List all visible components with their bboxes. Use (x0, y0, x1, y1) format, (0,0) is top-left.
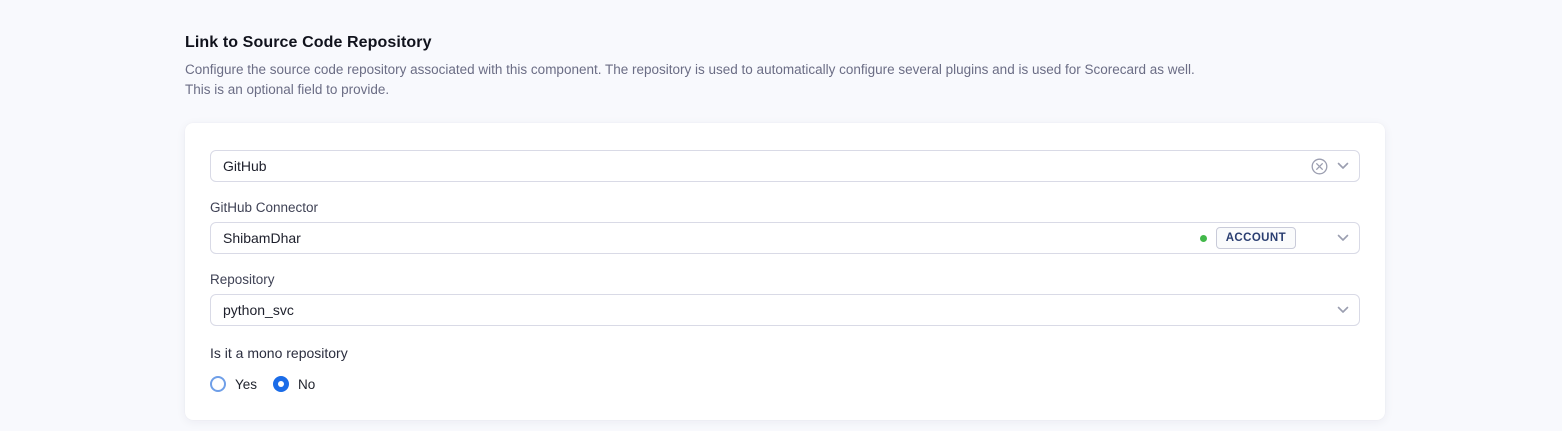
chevron-down-icon[interactable] (1337, 162, 1349, 170)
provider-select[interactable]: GitHub (210, 150, 1360, 182)
radio-checked-icon[interactable] (273, 376, 290, 392)
clear-selection-icon[interactable] (1311, 158, 1328, 175)
radio-no-label: No (298, 376, 316, 392)
chevron-down-icon[interactable] (1337, 234, 1349, 242)
repository-select[interactable]: python_svc (210, 294, 1360, 326)
connector-scope-badge: ACCOUNT (1215, 227, 1296, 249)
radio-unchecked-icon[interactable] (210, 376, 226, 392)
section-description-line1: Configure the source code repository ass… (185, 62, 1195, 77)
page-content: Link to Source Code Repository Configure… (185, 34, 1385, 420)
repo-config-card: GitHub GitHub Connector ShibamDhar (185, 123, 1385, 420)
connector-label: GitHub Connector (210, 200, 319, 215)
connector-status-dot (1199, 234, 1207, 242)
radio-yes-label: Yes (235, 376, 258, 392)
mono-repo-label: Is it a mono repository (210, 345, 348, 361)
chevron-down-icon[interactable] (1337, 306, 1349, 314)
repository-value: python_svc (223, 302, 294, 318)
connector-value: ShibamDhar (223, 230, 301, 246)
repository-label: Repository (210, 272, 275, 287)
radio-option-yes[interactable]: Yes (210, 376, 257, 392)
provider-value: GitHub (223, 158, 267, 174)
radio-option-no[interactable]: No (273, 376, 315, 392)
connector-select[interactable]: ShibamDhar ACCOUNT (210, 222, 1360, 254)
section-description-line2: This is an optional field to provide. (185, 82, 390, 97)
mono-repo-radio-group: Yes No (210, 376, 1360, 392)
section-title: Link to Source Code Repository (185, 34, 432, 51)
